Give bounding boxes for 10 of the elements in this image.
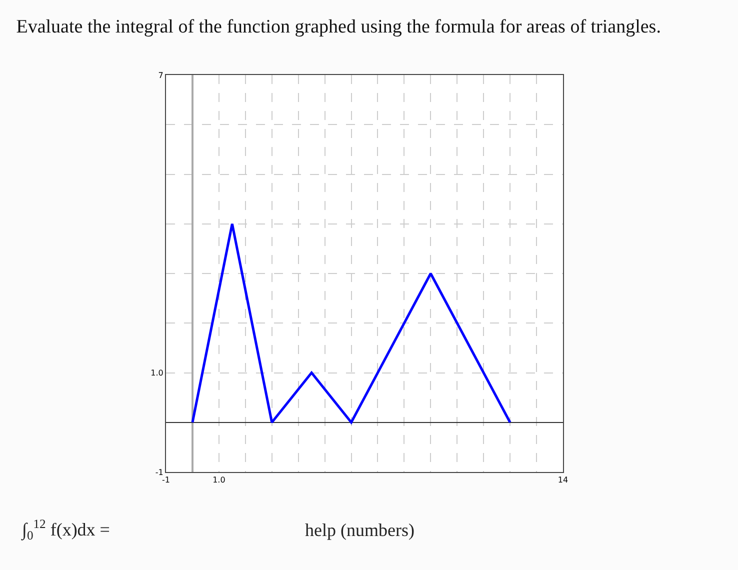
x-tick-label: 14 — [558, 476, 568, 485]
text: help (numbers) — [305, 520, 414, 540]
x-tick-label: 1.0 — [212, 476, 226, 485]
line-series — [191, 222, 512, 424]
y-tick-label: 7 — [158, 70, 164, 80]
text: ∫$_{0}$$^{12}$ f(x)dx = — [21, 517, 110, 542]
chart-title: Evaluate the integral of the function graphed using the formula for areas of triangles. — [16, 16, 661, 38]
x-tick-label: -1 — [162, 476, 170, 485]
y-tick-label: 1.0 — [150, 368, 164, 378]
y-tick-label: -1 — [155, 468, 164, 477]
